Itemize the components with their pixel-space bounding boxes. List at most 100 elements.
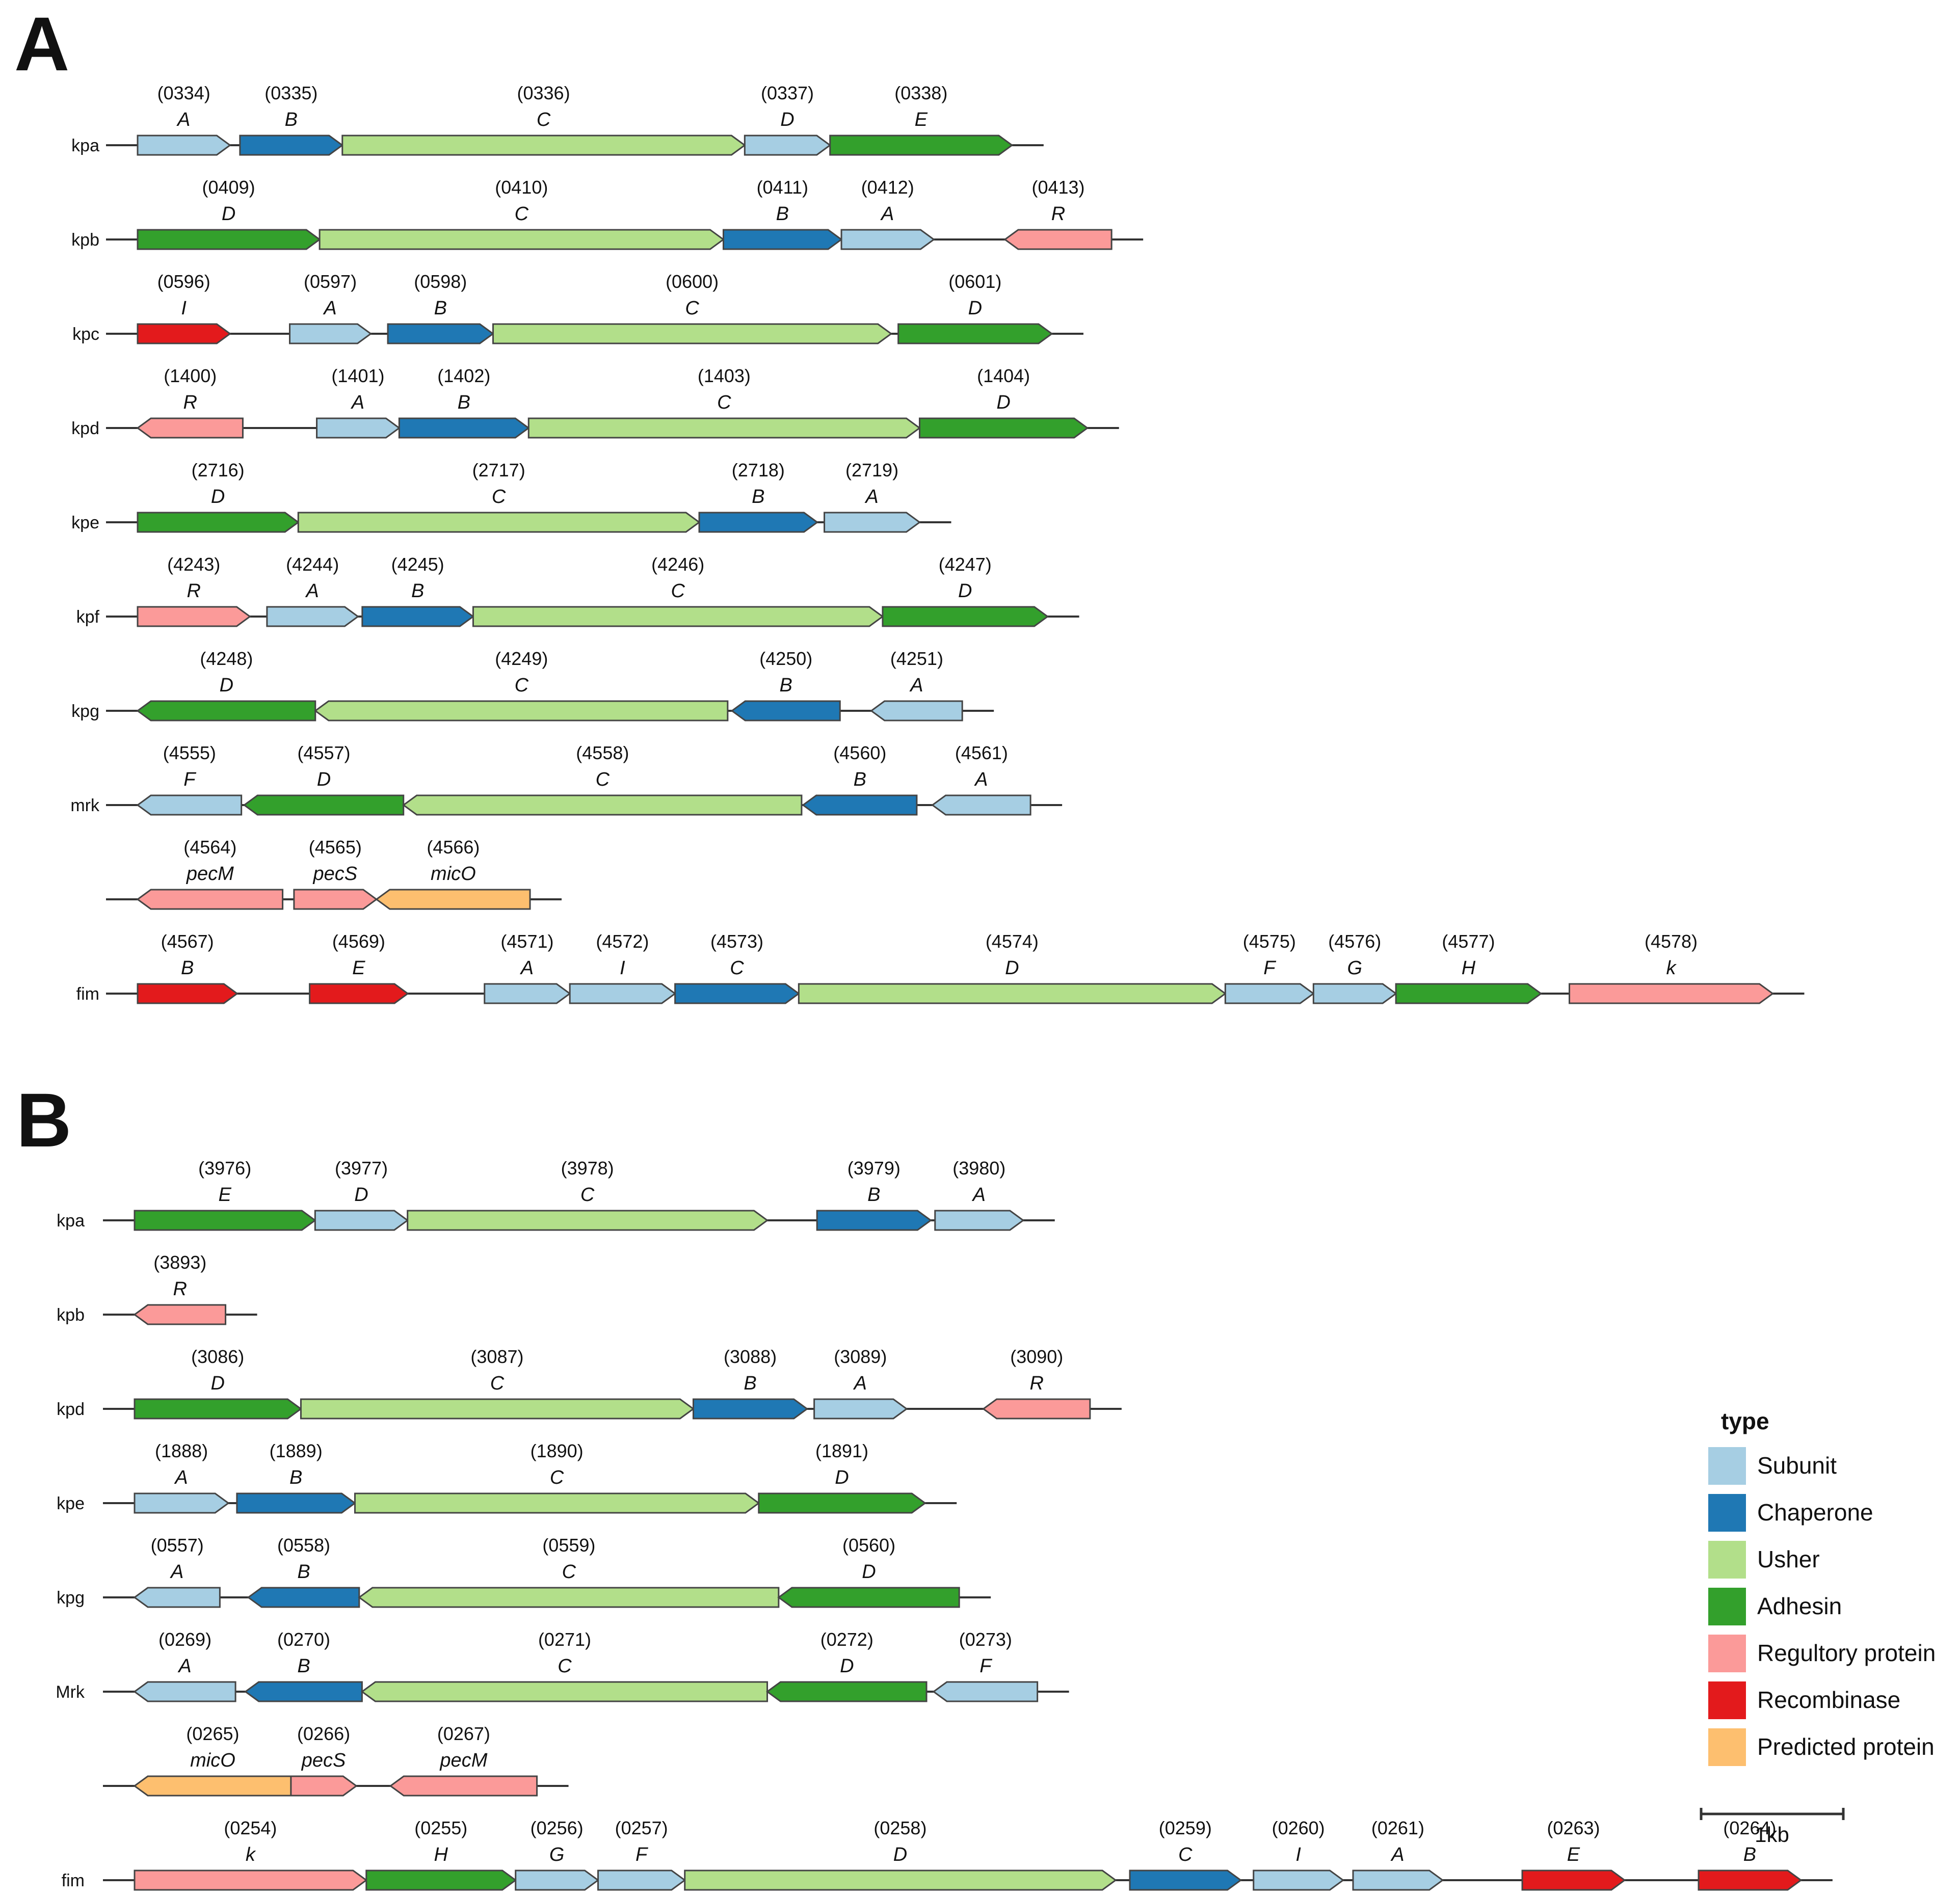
gene-arrow: [309, 983, 409, 1004]
gene-a: (3089) A: [813, 1346, 908, 1420]
gene-label: A: [864, 486, 878, 507]
gene-r: (0413) R: [1003, 177, 1113, 250]
cluster-name: kpe: [57, 1494, 85, 1513]
gene-d: (4247) D: [882, 554, 1049, 627]
gene-label: D: [1005, 957, 1019, 979]
gene-arrow: [297, 512, 701, 533]
gene-b: (0558) B: [247, 1535, 360, 1608]
gene-arrow: [870, 700, 963, 722]
gene-label: C: [537, 109, 551, 130]
gene-c: (1890) C: [354, 1440, 760, 1514]
gene-arrow: [1352, 1869, 1444, 1891]
legend-swatch: [1708, 1728, 1746, 1766]
gene-label: I: [620, 957, 625, 979]
locus-label: (4564): [183, 837, 236, 858]
cluster-row-kpg: kpg (0557) A (0558) B (0559) C (0560) D: [57, 1535, 991, 1608]
gene-label: H: [434, 1844, 448, 1865]
gene-d: (0272) D: [766, 1629, 928, 1702]
gene-label: G: [549, 1844, 565, 1865]
locus-label: (0271): [538, 1629, 591, 1650]
gene-arrow: [722, 229, 843, 250]
legend-swatch: [1708, 1541, 1746, 1579]
locus-label: (0254): [224, 1818, 277, 1838]
gene-e: (3976) E: [134, 1158, 316, 1231]
locus-label: (0259): [1159, 1818, 1212, 1838]
gene-arrow: [1129, 1869, 1242, 1891]
gene-arrow: [289, 323, 373, 344]
cluster-row-kpb: kpb (3893) R: [57, 1252, 257, 1325]
gene-arrow: [134, 1398, 302, 1420]
gene-b: (4245) B: [361, 554, 474, 627]
gene-label: C: [717, 392, 731, 413]
cluster-row-fim: fim(4567)B(4569)E(4571)A(4572)I(4573)C(4…: [76, 931, 1805, 1004]
gene-arrow: [882, 606, 1049, 627]
gene-arrow: [398, 417, 530, 439]
locus-label: (4575): [1243, 931, 1296, 952]
locus-label: (1890): [531, 1440, 584, 1461]
gene-label: B: [181, 957, 194, 979]
gene-i: (0596) I: [137, 271, 231, 344]
gene-arrow: [134, 1869, 368, 1891]
gene-label: F: [183, 769, 196, 790]
locus-label: (0264): [1723, 1818, 1776, 1838]
locus-label: (0597): [304, 271, 357, 292]
gene-label: pecS: [301, 1750, 346, 1771]
legend-item-recombinase: Recombinase: [1708, 1681, 1900, 1719]
locus-label: (4249): [495, 648, 548, 669]
gene-arrow: [402, 794, 803, 816]
gene-label: C: [492, 486, 506, 507]
cluster-row-kpa: kpa (3976) E (3977) D (3978) C (3979) B (3980) A: [57, 1158, 1055, 1231]
gene-label: B: [458, 392, 470, 413]
gene-label: pecM: [186, 863, 234, 885]
locus-label: (0272): [820, 1629, 873, 1650]
gene-a: (4244) A: [266, 554, 359, 627]
gene-arrow: [133, 1775, 292, 1797]
gene-arrow: [300, 1398, 695, 1420]
locus-label: (4576): [1328, 931, 1381, 952]
locus-label: (0596): [157, 271, 210, 292]
gene-label: A: [176, 109, 190, 130]
scale-bar-label: 1kb: [1755, 1823, 1789, 1847]
gene-b: (3088) B: [692, 1346, 809, 1420]
gene-arrow: [802, 794, 918, 816]
gene-arrow: [674, 983, 800, 1004]
gene-f: (0273) F: [932, 1629, 1039, 1702]
legend-label: Regultory protein: [1757, 1640, 1936, 1666]
gene-arrow: [684, 1869, 1117, 1891]
gene-arrow: [472, 606, 884, 627]
locus-label: (2718): [732, 460, 785, 480]
locus-label: (2719): [845, 460, 898, 480]
locus-label: (1891): [815, 1440, 868, 1461]
gene-label: R: [183, 392, 197, 413]
gene-arrow: [290, 1775, 358, 1797]
gene-i: (4572) I: [569, 931, 677, 1004]
legend-label: Subunit: [1757, 1452, 1837, 1479]
gene-a: (4251) A: [870, 648, 963, 722]
gene-arrow: [136, 417, 244, 439]
gene-arrow: [244, 1681, 363, 1702]
locus-label: (0269): [158, 1629, 211, 1650]
locus-label: (0270): [277, 1629, 330, 1650]
gene-f: (0257) F: [597, 1818, 686, 1891]
locus-label: (4560): [833, 742, 886, 763]
gene-arrow: [597, 1869, 686, 1891]
cluster-name: kpd: [71, 419, 99, 438]
gene-f: (4555) F: [136, 742, 243, 816]
gene-arrow: [387, 323, 495, 344]
gene-arrow: [236, 1492, 356, 1514]
locus-label: (4555): [163, 742, 216, 763]
gene-e: (4569) E: [309, 931, 409, 1004]
legend: type Subunit Chaperone Usher Adhesin Regulto…: [1708, 1408, 1936, 1766]
locus-label: (4569): [332, 931, 385, 952]
gene-arrow: [1253, 1869, 1345, 1891]
locus-label: (1400): [164, 365, 217, 386]
locus-label: (0411): [757, 177, 808, 198]
gene-a: (3980) A: [934, 1158, 1025, 1231]
gene-arrow: [137, 229, 321, 250]
gene-label: H: [1462, 957, 1476, 979]
gene-a: (0334) A: [137, 83, 231, 156]
gene-label: A: [351, 392, 364, 413]
locus-label: (0260): [1272, 1818, 1325, 1838]
gene-c: (4249) C: [314, 648, 729, 722]
gene-arrow: [758, 1492, 926, 1514]
